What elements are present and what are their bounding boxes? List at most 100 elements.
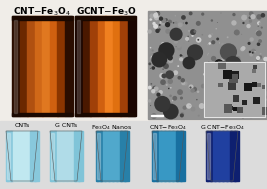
- Bar: [7, 131, 9, 181]
- Bar: [125, 131, 127, 181]
- Circle shape: [172, 116, 174, 118]
- Circle shape: [155, 11, 160, 16]
- Circle shape: [189, 30, 190, 32]
- Circle shape: [256, 14, 262, 20]
- Bar: [63, 131, 65, 181]
- Circle shape: [221, 79, 222, 81]
- Circle shape: [193, 30, 197, 33]
- Bar: [30, 131, 32, 181]
- Circle shape: [261, 13, 265, 18]
- Bar: [156, 131, 158, 181]
- Bar: [227, 131, 229, 181]
- Bar: [109, 131, 111, 181]
- Bar: [96, 131, 98, 181]
- Circle shape: [229, 60, 231, 61]
- Bar: [37, 131, 38, 181]
- Circle shape: [238, 68, 241, 72]
- Bar: [59, 131, 61, 181]
- Bar: [53, 131, 54, 181]
- Circle shape: [218, 66, 238, 86]
- Circle shape: [181, 15, 186, 20]
- Circle shape: [237, 93, 241, 97]
- Circle shape: [234, 95, 235, 96]
- Bar: [219, 131, 221, 181]
- Circle shape: [240, 47, 245, 51]
- Bar: [34, 131, 36, 181]
- Circle shape: [193, 50, 198, 55]
- Circle shape: [210, 91, 212, 93]
- Circle shape: [247, 64, 250, 67]
- Circle shape: [151, 113, 157, 119]
- Bar: [9, 131, 10, 181]
- Circle shape: [177, 46, 182, 50]
- Circle shape: [254, 78, 258, 81]
- Bar: [11, 131, 13, 181]
- Circle shape: [217, 111, 220, 114]
- Circle shape: [234, 69, 236, 71]
- Circle shape: [244, 90, 245, 91]
- Circle shape: [192, 87, 197, 92]
- Circle shape: [194, 51, 198, 55]
- Circle shape: [248, 64, 253, 69]
- Bar: [177, 131, 179, 181]
- Circle shape: [183, 57, 195, 69]
- Bar: [204, 62, 265, 117]
- Circle shape: [226, 61, 228, 64]
- Circle shape: [180, 113, 184, 118]
- Circle shape: [242, 22, 245, 24]
- Circle shape: [256, 57, 260, 61]
- Circle shape: [223, 108, 225, 110]
- Circle shape: [171, 110, 172, 111]
- Bar: [173, 131, 175, 181]
- Bar: [65, 16, 73, 116]
- Bar: [111, 131, 112, 181]
- Bar: [153, 131, 155, 181]
- Circle shape: [219, 59, 224, 64]
- Circle shape: [211, 40, 215, 44]
- Bar: [252, 69, 256, 73]
- Bar: [151, 115, 163, 116]
- Circle shape: [153, 24, 158, 29]
- Bar: [62, 131, 64, 181]
- Bar: [207, 133, 210, 179]
- Circle shape: [247, 90, 250, 93]
- Circle shape: [159, 21, 163, 24]
- Circle shape: [187, 44, 203, 60]
- Circle shape: [185, 22, 188, 24]
- Circle shape: [181, 60, 183, 61]
- Circle shape: [222, 82, 223, 83]
- Circle shape: [154, 15, 159, 20]
- Circle shape: [175, 109, 177, 111]
- Circle shape: [193, 48, 196, 51]
- Circle shape: [253, 101, 259, 106]
- Circle shape: [170, 28, 183, 41]
- Circle shape: [183, 81, 188, 86]
- Bar: [229, 106, 233, 110]
- Bar: [57, 16, 65, 116]
- Circle shape: [211, 19, 213, 22]
- Circle shape: [181, 81, 185, 85]
- Bar: [29, 131, 30, 181]
- Circle shape: [177, 89, 183, 95]
- Bar: [179, 131, 180, 181]
- Bar: [181, 131, 183, 181]
- Bar: [175, 131, 176, 181]
- Bar: [235, 131, 237, 181]
- Circle shape: [154, 86, 159, 91]
- Bar: [55, 131, 57, 181]
- Circle shape: [158, 28, 161, 31]
- Bar: [67, 131, 69, 181]
- Bar: [105, 131, 107, 181]
- Bar: [211, 131, 213, 181]
- Bar: [157, 131, 159, 181]
- Circle shape: [258, 55, 262, 59]
- Bar: [77, 20, 80, 113]
- Circle shape: [156, 93, 161, 97]
- Circle shape: [216, 65, 217, 67]
- Circle shape: [206, 67, 207, 69]
- Circle shape: [247, 70, 252, 75]
- Circle shape: [229, 95, 242, 108]
- Bar: [34, 16, 42, 116]
- Circle shape: [158, 53, 160, 55]
- Circle shape: [225, 59, 226, 60]
